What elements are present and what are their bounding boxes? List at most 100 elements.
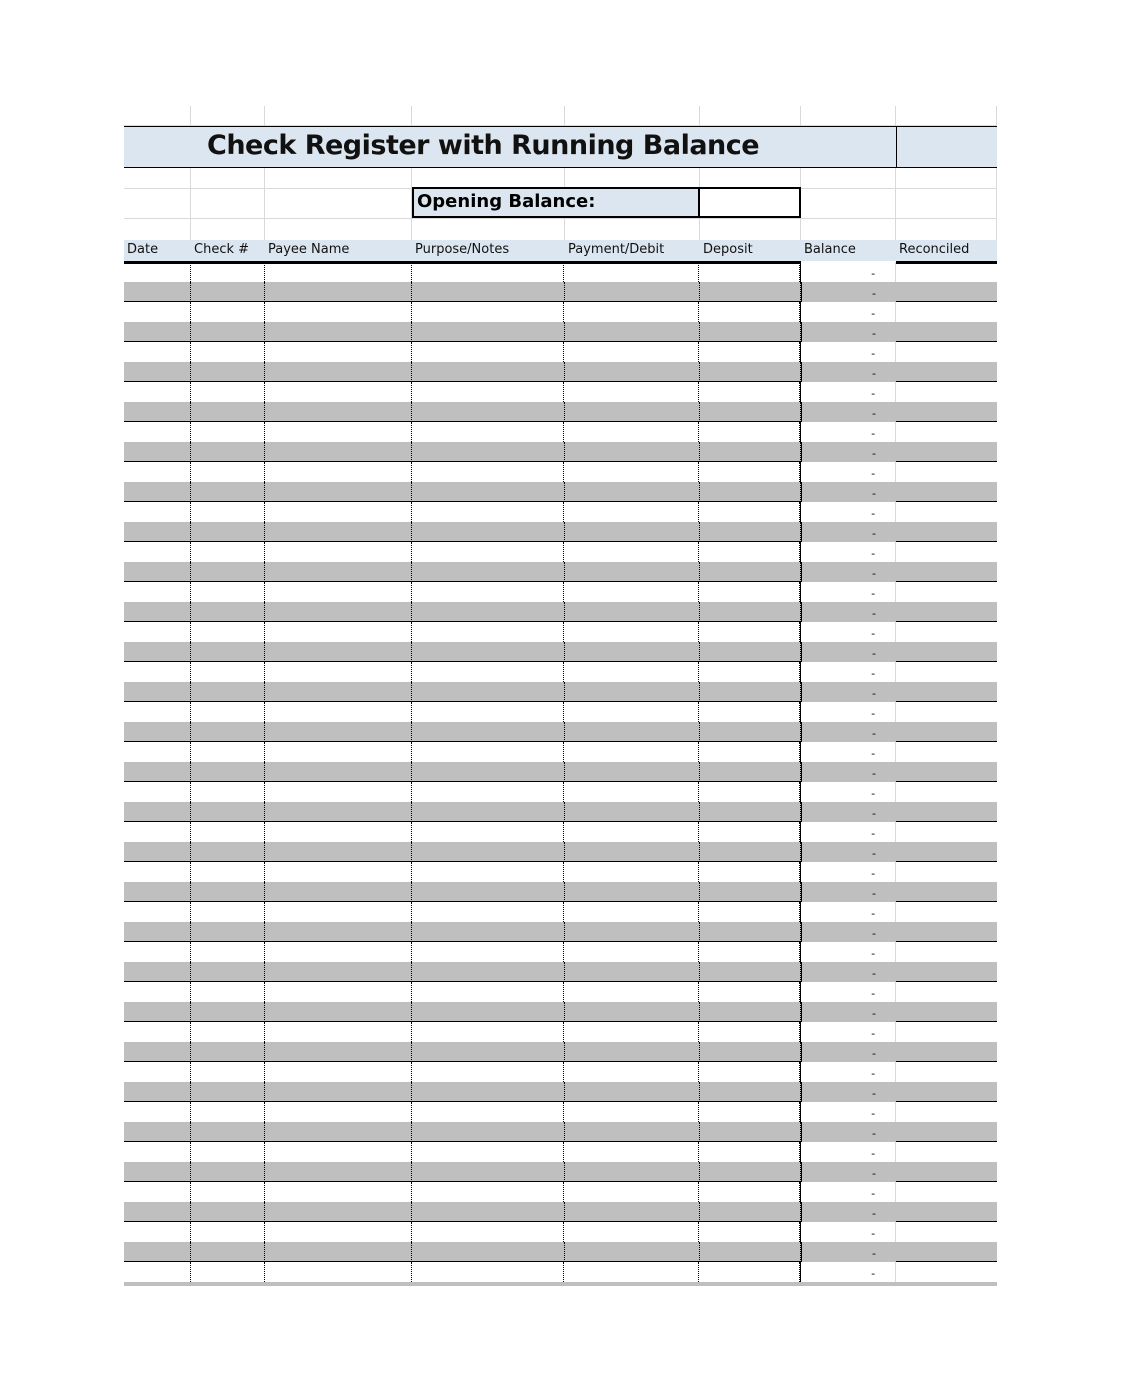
date-cell[interactable] xyxy=(124,502,191,522)
payee-cell[interactable] xyxy=(265,962,412,982)
date-cell[interactable] xyxy=(124,662,191,682)
payment-cell[interactable] xyxy=(564,1022,700,1042)
payment-cell[interactable] xyxy=(565,682,700,702)
date-cell[interactable] xyxy=(124,542,191,562)
payment-cell[interactable] xyxy=(564,542,700,562)
reconciled-cell[interactable] xyxy=(896,682,997,702)
payee-cell[interactable] xyxy=(265,902,412,922)
deposit-cell[interactable] xyxy=(699,302,801,322)
reconciled-cell[interactable] xyxy=(895,1262,997,1282)
payment-cell[interactable] xyxy=(564,862,700,882)
purpose-cell[interactable] xyxy=(412,1222,565,1242)
reconciled-cell[interactable] xyxy=(895,502,997,522)
check-number-cell[interactable] xyxy=(191,702,265,722)
check-number-cell[interactable] xyxy=(191,722,265,742)
date-cell[interactable] xyxy=(124,842,191,862)
purpose-cell[interactable] xyxy=(412,502,565,522)
payment-cell[interactable] xyxy=(564,462,700,482)
payee-cell[interactable] xyxy=(265,342,412,362)
purpose-cell[interactable] xyxy=(412,262,565,282)
date-cell[interactable] xyxy=(124,902,191,922)
payment-cell[interactable] xyxy=(565,1002,700,1022)
reconciled-cell[interactable] xyxy=(895,542,997,562)
reconciled-cell[interactable] xyxy=(895,862,997,882)
date-cell[interactable] xyxy=(124,682,191,702)
purpose-cell[interactable] xyxy=(412,382,565,402)
payee-cell[interactable] xyxy=(265,442,412,462)
payee-cell[interactable] xyxy=(265,1142,412,1162)
purpose-cell[interactable] xyxy=(412,362,565,382)
deposit-cell[interactable] xyxy=(699,1022,801,1042)
payee-cell[interactable] xyxy=(265,1162,412,1182)
payment-cell[interactable] xyxy=(565,882,700,902)
payment-cell[interactable] xyxy=(565,922,700,942)
reconciled-cell[interactable] xyxy=(896,1042,997,1062)
reconciled-cell[interactable] xyxy=(896,1242,997,1262)
payee-cell[interactable] xyxy=(265,1262,412,1282)
payment-cell[interactable] xyxy=(564,502,700,522)
purpose-cell[interactable] xyxy=(412,422,565,442)
payment-cell[interactable] xyxy=(564,422,700,442)
check-number-cell[interactable] xyxy=(191,482,265,502)
date-cell[interactable] xyxy=(124,982,191,1002)
payment-cell[interactable] xyxy=(564,942,700,962)
purpose-cell[interactable] xyxy=(412,302,565,322)
check-number-cell[interactable] xyxy=(191,362,265,382)
deposit-cell[interactable] xyxy=(699,902,801,922)
check-number-cell[interactable] xyxy=(191,302,265,322)
check-number-cell[interactable] xyxy=(191,1082,265,1102)
check-number-cell[interactable] xyxy=(191,1062,265,1082)
payee-cell[interactable] xyxy=(265,702,412,722)
check-number-cell[interactable] xyxy=(191,1002,265,1022)
payee-cell[interactable] xyxy=(265,402,412,422)
date-cell[interactable] xyxy=(124,642,191,662)
reconciled-cell[interactable] xyxy=(896,1162,997,1182)
reconciled-cell[interactable] xyxy=(896,1202,997,1222)
deposit-cell[interactable] xyxy=(700,482,801,502)
payee-cell[interactable] xyxy=(265,642,412,662)
payment-cell[interactable] xyxy=(565,362,700,382)
deposit-cell[interactable] xyxy=(699,702,801,722)
date-cell[interactable] xyxy=(124,442,191,462)
date-cell[interactable] xyxy=(124,522,191,542)
purpose-cell[interactable] xyxy=(412,1062,565,1082)
date-cell[interactable] xyxy=(124,422,191,442)
check-number-cell[interactable] xyxy=(191,762,265,782)
date-cell[interactable] xyxy=(124,822,191,842)
deposit-cell[interactable] xyxy=(700,1082,801,1102)
reconciled-cell[interactable] xyxy=(895,1222,997,1242)
purpose-cell[interactable] xyxy=(412,1002,565,1022)
deposit-cell[interactable] xyxy=(700,922,801,942)
payment-cell[interactable] xyxy=(565,1242,700,1262)
payment-cell[interactable] xyxy=(565,402,700,422)
check-number-cell[interactable] xyxy=(191,622,265,642)
reconciled-cell[interactable] xyxy=(895,582,997,602)
check-number-cell[interactable] xyxy=(191,1222,265,1242)
deposit-cell[interactable] xyxy=(700,322,801,342)
check-number-cell[interactable] xyxy=(191,902,265,922)
deposit-cell[interactable] xyxy=(699,422,801,442)
payee-cell[interactable] xyxy=(265,1242,412,1262)
purpose-cell[interactable] xyxy=(412,662,565,682)
purpose-cell[interactable] xyxy=(412,842,565,862)
payee-cell[interactable] xyxy=(265,622,412,642)
deposit-cell[interactable] xyxy=(700,842,801,862)
payee-cell[interactable] xyxy=(265,1182,412,1202)
reconciled-cell[interactable] xyxy=(895,942,997,962)
check-number-cell[interactable] xyxy=(191,962,265,982)
date-cell[interactable] xyxy=(124,862,191,882)
reconciled-cell[interactable] xyxy=(896,842,997,862)
deposit-cell[interactable] xyxy=(700,1202,801,1222)
payee-cell[interactable] xyxy=(265,882,412,902)
date-cell[interactable] xyxy=(124,1122,191,1142)
payee-cell[interactable] xyxy=(265,802,412,822)
check-number-cell[interactable] xyxy=(191,862,265,882)
check-number-cell[interactable] xyxy=(191,1242,265,1262)
reconciled-cell[interactable] xyxy=(896,762,997,782)
deposit-cell[interactable] xyxy=(700,962,801,982)
reconciled-cell[interactable] xyxy=(895,302,997,322)
deposit-cell[interactable] xyxy=(700,362,801,382)
check-number-cell[interactable] xyxy=(191,842,265,862)
reconciled-cell[interactable] xyxy=(895,342,997,362)
purpose-cell[interactable] xyxy=(412,782,565,802)
